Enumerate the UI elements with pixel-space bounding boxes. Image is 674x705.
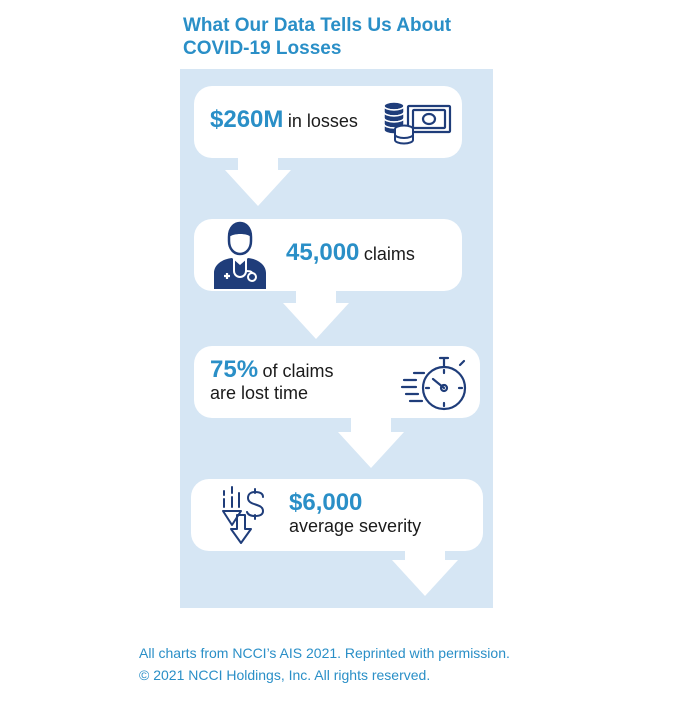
doctor-icon xyxy=(214,221,266,289)
claims-line: 45,000 claims xyxy=(286,239,415,267)
dollar-down-icon xyxy=(222,486,264,544)
flow-arrow-1 xyxy=(225,150,291,206)
lost-time-line-1: 75% of claims xyxy=(210,356,334,384)
page-title: What Our Data Tells Us About COVID-19 Lo… xyxy=(183,14,483,60)
stat-card-severity: $6,000 average severity xyxy=(191,479,483,551)
severity-value: $6,000 xyxy=(289,489,363,516)
claims-value: 45,000 xyxy=(286,239,360,266)
flow-arrow-3 xyxy=(338,412,404,468)
claims-label: claims xyxy=(363,244,415,264)
title-line-2: COVID-19 Losses xyxy=(183,38,342,59)
severity-label: average severity xyxy=(289,516,422,536)
footer-line-1: All charts from NCCI’s AIS 2021. Reprint… xyxy=(139,645,510,661)
stat-card-losses: $260M in losses xyxy=(194,86,462,158)
losses-value: $260M xyxy=(210,106,284,133)
stat-card-claims: 45,000 claims xyxy=(194,219,462,291)
money-icon xyxy=(383,101,452,145)
lost-time-label-2: are lost time xyxy=(210,383,309,403)
flow-arrow-4 xyxy=(392,540,458,596)
stat-card-lost-time: 75% of claims are lost time xyxy=(194,346,480,418)
flow-arrow-2 xyxy=(283,283,349,339)
lost-time-value: 75% xyxy=(210,356,259,383)
losses-line: $260M in losses xyxy=(210,106,358,134)
footer-credit: All charts from NCCI’s AIS 2021. Reprint… xyxy=(139,642,510,686)
title-line-1: What Our Data Tells Us About xyxy=(183,15,452,36)
losses-label: in losses xyxy=(287,111,358,131)
stopwatch-icon xyxy=(400,356,467,411)
footer-line-2: © 2021 NCCI Holdings, Inc. All rights re… xyxy=(139,667,431,683)
lost-time-label: of claims xyxy=(262,361,334,381)
